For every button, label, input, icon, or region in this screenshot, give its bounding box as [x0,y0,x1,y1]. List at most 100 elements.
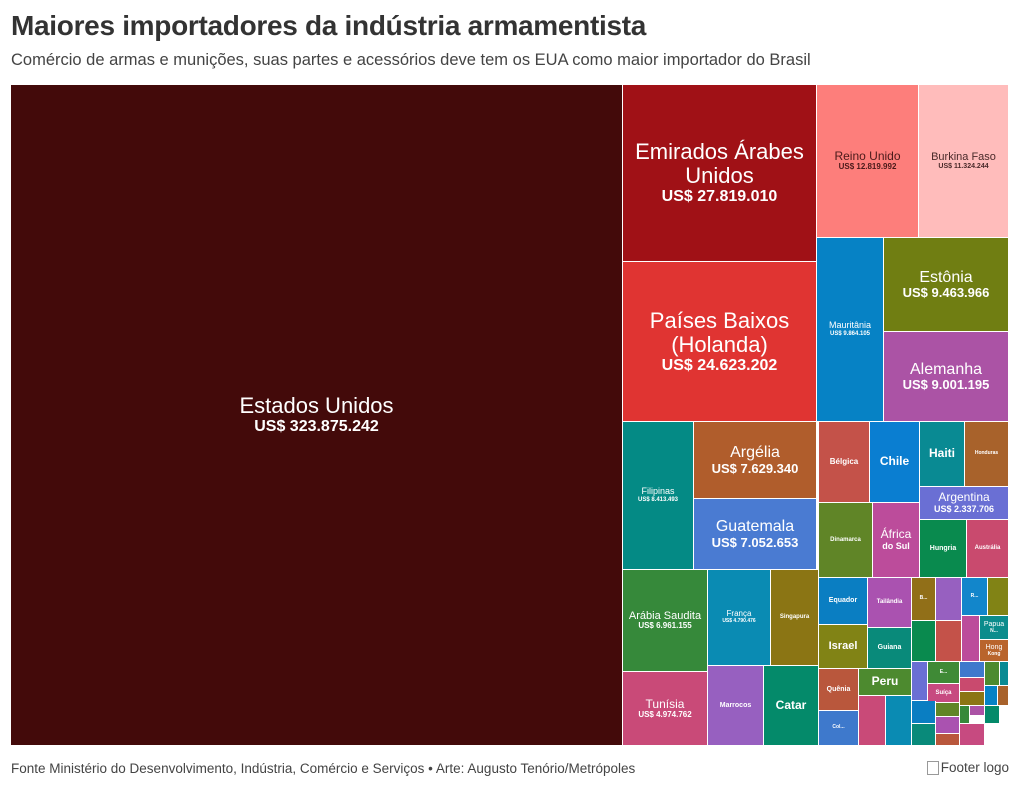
treemap-cell-israel[interactable]: Israel [819,625,868,669]
treemap-cell-small[interactable] [960,724,985,746]
treemap-cell-r[interactable]: R... [962,578,988,616]
treemap-cell-b[interactable]: B... [912,578,936,621]
treemap-cell-small[interactable] [960,706,970,724]
cell-value: US$ 27.819.010 [661,188,778,206]
treemap-cell-tunisia[interactable]: Tunísia US$ 4.974.762 [623,672,708,746]
treemap-cell-small[interactable] [960,662,985,678]
treemap-cell-marrocos[interactable]: Marrocos [708,666,764,746]
cell-value: US$ 7.629.340 [711,460,799,476]
treemap-cell-small[interactable] [936,578,962,621]
treemap-cell-franca[interactable]: França US$ 4.790.476 [708,570,771,666]
treemap-cell-estonia[interactable]: Estônia US$ 9.463.966 [884,238,1009,332]
cell-value: US$ 8.413.493 [637,497,679,504]
treemap-cell-australia[interactable]: Austrália [967,520,1009,578]
treemap-cell-small[interactable] [970,706,985,716]
treemap-cell-alemanha[interactable]: Alemanha US$ 9.001.195 [884,332,1009,422]
treemap-cell-small[interactable] [936,703,960,717]
cell-label: E... [939,668,948,675]
treemap-cell-small[interactable] [936,717,960,734]
treemap: Estados Unidos US$ 323.875.242 Emirados Ár… [11,85,1009,746]
cell-value: US$ 7.052.653 [711,534,799,550]
treemap-cell-honduras[interactable]: Honduras [965,422,1009,487]
cell-label: R... [970,592,979,599]
treemap-cell-paises-baixos-holanda[interactable]: Países Baixos (Holanda) US$ 24.623.202 [623,262,817,422]
treemap-cell-small[interactable] [985,686,998,706]
treemap-cell-small[interactable] [912,724,936,746]
cell-label: Argentina [938,490,990,505]
treemap-cell-guatemala[interactable]: Guatemala US$ 7.052.653 [694,499,817,570]
footer-source: Fonte Ministério do Desenvolvimento, Ind… [11,761,636,776]
treemap-cell-haiti[interactable]: Haiti [920,422,965,487]
chart-subtitle: Comércio de armas e munições, suas parte… [11,51,811,69]
treemap-cell-small[interactable] [960,678,985,692]
cell-label: Hungria [929,544,957,552]
treemap-cell-equador[interactable]: Equador [819,578,868,625]
treemap-cell-argentina[interactable]: Argentina US$ 2.337.706 [920,487,1009,520]
cell-label: Papua [983,620,1005,628]
treemap-cell-small[interactable] [912,662,928,701]
cell-label: Austrália [974,545,1001,552]
cell-label: Guiana [877,644,902,652]
treemap-cell-peru[interactable]: Peru [859,669,912,696]
cell-label: Honduras [974,450,999,457]
treemap-cell-small[interactable] [936,621,962,662]
treemap-cell-estados-unidos[interactable]: Estados Unidos US$ 323.875.242 [11,85,623,746]
cell-label: Tunísia [645,696,685,711]
cell-label: Singapura [779,614,810,621]
treemap-cell-africa-do-sul[interactable]: África do Sul [873,503,920,578]
treemap-cell-hong-kong[interactable]: Hong Kong [980,640,1009,662]
treemap-cell-hungria[interactable]: Hungria [920,520,967,578]
treemap-cell-small[interactable] [1000,662,1009,686]
cell-value: US$ 323.875.242 [254,418,379,436]
cell-label: Hong [985,643,1003,651]
treemap-cell-chile[interactable]: Chile [870,422,920,503]
treemap-cell-burkina-faso[interactable]: Burkina Faso US$ 11.324.244 [919,85,1009,238]
cell-label: Tailândia [876,599,903,606]
cell-label: Emirados Árabes Unidos [635,139,804,189]
treemap-cell-small[interactable] [985,662,1000,686]
treemap-cell-suica[interactable]: Suíça [928,684,960,703]
treemap-cell-belgica[interactable]: Bélgica [819,422,870,503]
treemap-cell-small[interactable] [962,616,980,662]
treemap-cell-small[interactable] [960,692,985,706]
treemap-cell-small[interactable] [936,734,960,746]
cell-label: Equador [828,597,858,605]
treemap-cell-reino-unido[interactable]: Reino Unido US$ 12.819.992 [817,85,919,238]
treemap-cell-singapura[interactable]: Singapura [771,570,819,666]
cell-value: US$ 9.001.195 [902,377,990,393]
cell-label: Dinamarca [830,536,861,543]
cell-label: Chile [879,454,910,469]
treemap-cell-guiana[interactable]: Guiana [868,628,912,669]
cell-value: US$ 12.819.992 [838,162,897,172]
cell-label: Peru [871,674,899,689]
chart-title: Maiores importadores da indústria armame… [11,10,647,41]
treemap-cell-arabia-saudita[interactable]: Arábia Saudita US$ 6.961.155 [623,570,708,672]
treemap-cell-small[interactable] [912,701,936,724]
treemap-cell-small[interactable] [886,696,912,746]
cell-value: US$ 6.961.155 [638,621,692,631]
treemap-cell-dinamarca[interactable]: Dinamarca [819,503,873,578]
treemap-cell-small[interactable] [998,686,1009,706]
treemap-cell-filipinas[interactable]: Filipinas US$ 8.413.493 [623,422,694,570]
treemap-cell-tailandia[interactable]: Tailândia [868,578,912,628]
treemap-cell-quenia[interactable]: Quênia [819,669,859,711]
cell-value: US$ 24.623.202 [661,356,778,374]
treemap-cell-e[interactable]: E... [928,662,960,684]
cell-label: B... [919,595,928,602]
treemap-cell-emirados-arabes-unidos[interactable]: Emirados Árabes Unidos US$ 27.819.010 [623,85,817,262]
treemap-cell-catar[interactable]: Catar [764,666,819,746]
treemap-cell-col[interactable]: Col... [819,711,859,746]
cell-value: US$ 9.463.966 [902,285,990,301]
cell-label: África [880,527,912,542]
treemap-cell-papua-n[interactable]: Papua N... [980,616,1009,640]
treemap-cell-argelia[interactable]: Argélia US$ 7.629.340 [694,422,817,499]
treemap-cell-small[interactable] [912,621,936,662]
cell-label: Suíça [935,689,952,696]
treemap-cell-small[interactable] [988,578,1009,616]
treemap-cell-small[interactable] [985,706,1000,724]
treemap-cell-small[interactable] [859,696,886,746]
cell-value: US$ 2.337.706 [933,503,995,514]
cell-label: Burkina Faso [931,151,996,164]
cell-label-cont: do Sul [882,540,910,551]
treemap-cell-mauritania[interactable]: Mauritânia US$ 9.864.105 [817,238,884,422]
